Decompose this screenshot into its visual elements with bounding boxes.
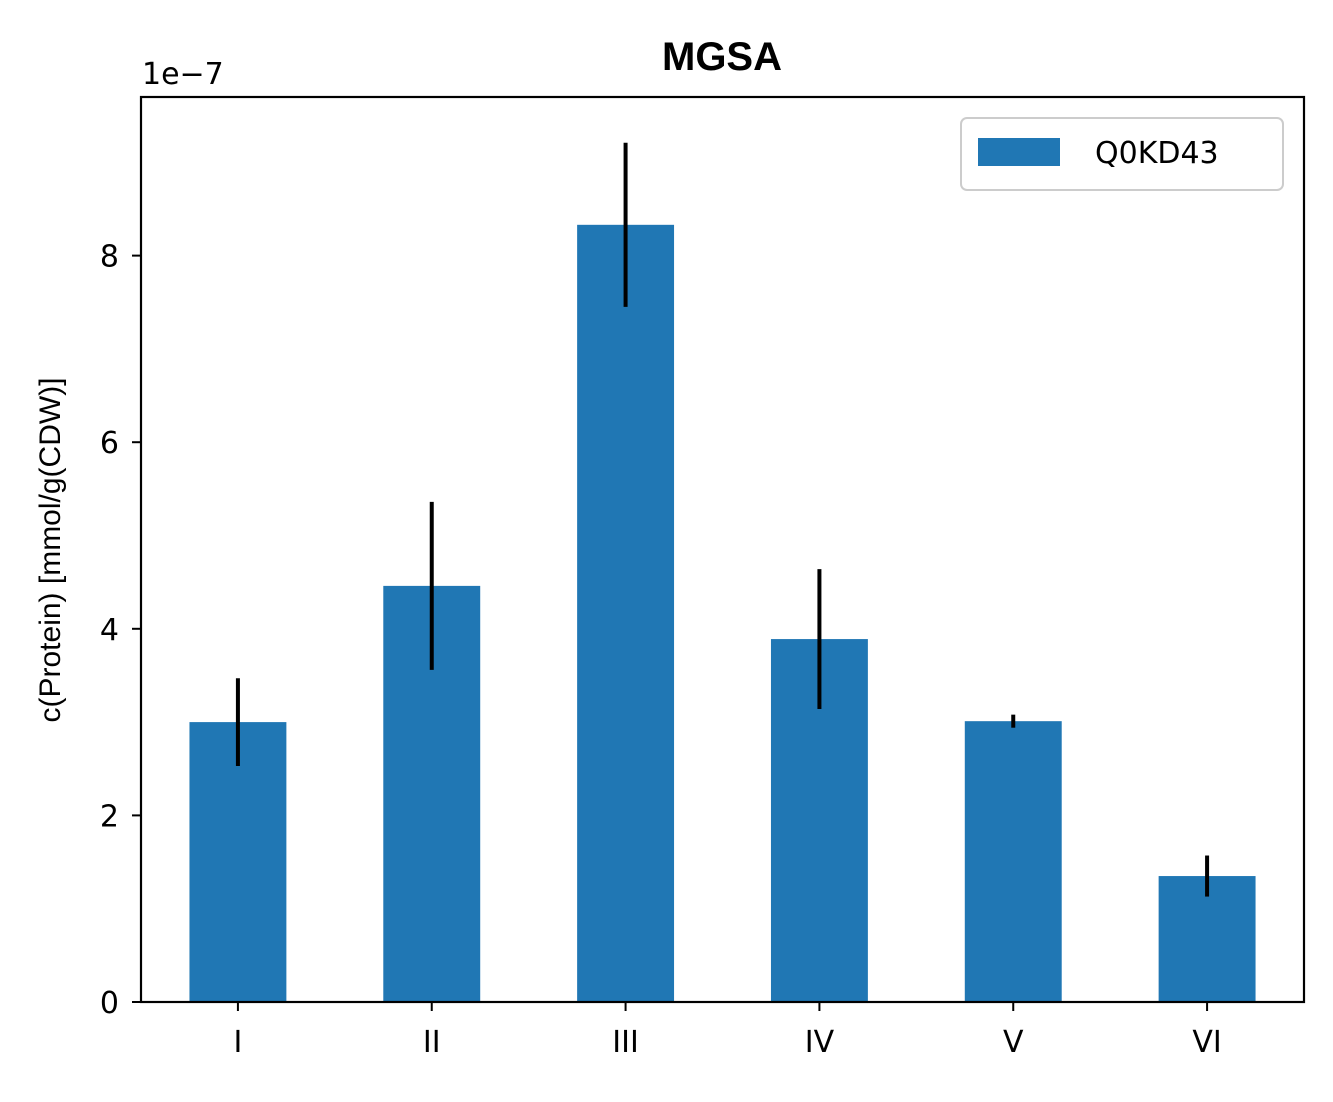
error-bars [235, 142, 1210, 897]
x-axis-ticks: I II III IV V VI [233, 1002, 1222, 1060]
y-tick-label-0: 0 [100, 986, 119, 1021]
bar-I [189, 722, 287, 1002]
x-tick-label-VI: VI [1192, 1025, 1221, 1060]
bar-III [577, 224, 675, 1002]
y-axis-offset-label: 1e−7 [142, 57, 224, 92]
y-axis-ticks: 0 2 4 6 8 [100, 240, 141, 1021]
chart-title: MGSA [662, 35, 782, 79]
plot-frame [139, 95, 1306, 1004]
bars [189, 224, 1256, 1002]
x-tick-label-IV: IV [805, 1025, 835, 1060]
y-tick-label-2: 2 [100, 799, 119, 834]
legend: Q0KD43 [960, 117, 1284, 191]
y-tick-label-6: 6 [100, 426, 119, 461]
legend-label: Q0KD43 [1095, 136, 1219, 171]
x-tick-label-I: I [233, 1025, 242, 1060]
bar-VI [1158, 876, 1256, 1002]
legend-frame [960, 117, 1284, 191]
y-tick-label-8: 8 [100, 240, 119, 275]
legend-swatch [978, 138, 1060, 166]
x-tick-label-II: II [423, 1025, 441, 1060]
x-tick-label-III: III [612, 1025, 639, 1060]
x-tick-label-V: V [1003, 1025, 1024, 1060]
bar-V [964, 721, 1062, 1002]
y-tick-label-4: 4 [100, 613, 119, 648]
y-axis-label: c(Protein) [mmol/g(CDW)] [34, 377, 67, 722]
